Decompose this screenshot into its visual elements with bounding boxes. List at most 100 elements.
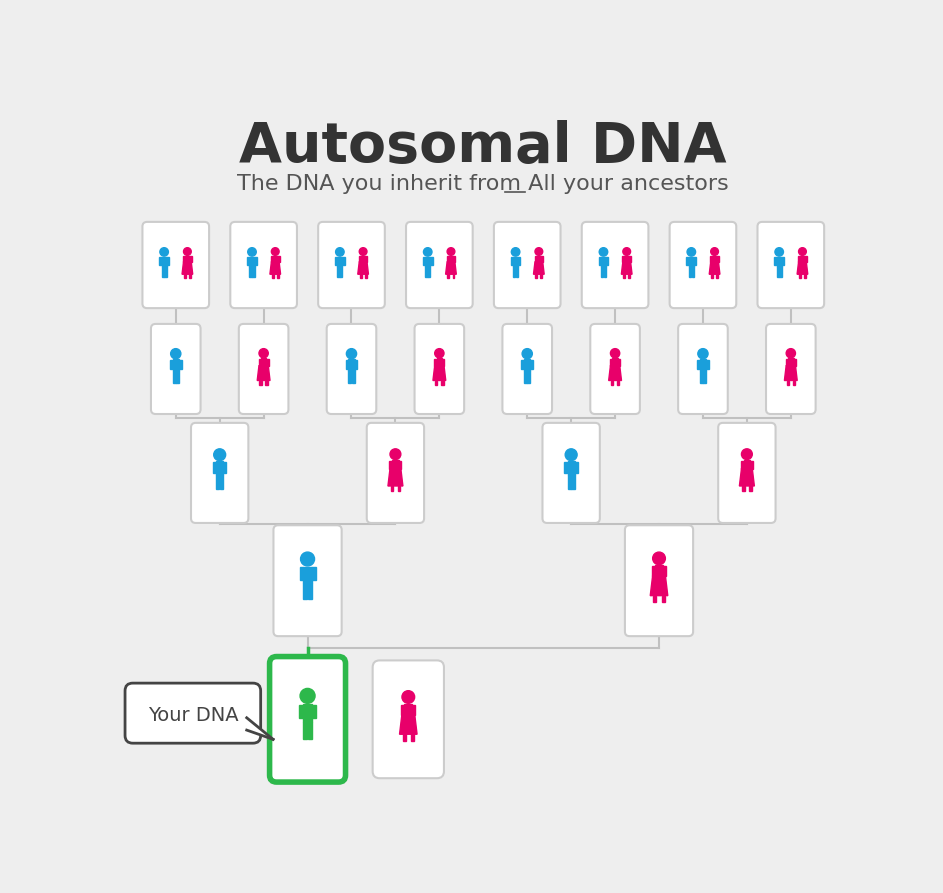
- Bar: [277, 274, 279, 278]
- FancyBboxPatch shape: [270, 656, 345, 782]
- Bar: [365, 274, 367, 278]
- Bar: [777, 256, 782, 266]
- FancyBboxPatch shape: [230, 221, 297, 308]
- Bar: [782, 257, 784, 264]
- Circle shape: [301, 552, 315, 566]
- Bar: [304, 583, 307, 599]
- Bar: [359, 256, 361, 263]
- Bar: [258, 359, 261, 366]
- Bar: [447, 256, 449, 263]
- Bar: [687, 257, 688, 264]
- Circle shape: [741, 449, 753, 460]
- Bar: [774, 257, 777, 264]
- Bar: [700, 359, 706, 371]
- Bar: [716, 274, 718, 278]
- Bar: [442, 359, 444, 366]
- Bar: [247, 257, 250, 264]
- FancyBboxPatch shape: [125, 683, 260, 743]
- Circle shape: [214, 449, 225, 461]
- Text: The DNA you inherit from All your ancestors: The DNA you inherit from All your ancest…: [237, 174, 729, 194]
- Circle shape: [435, 348, 444, 358]
- Circle shape: [599, 247, 607, 256]
- Bar: [425, 266, 427, 277]
- Polygon shape: [433, 366, 446, 380]
- Bar: [798, 256, 800, 263]
- Circle shape: [184, 247, 191, 255]
- Polygon shape: [797, 262, 808, 274]
- Bar: [706, 360, 709, 369]
- Circle shape: [775, 247, 784, 256]
- Bar: [398, 486, 401, 491]
- Circle shape: [248, 247, 256, 256]
- Bar: [299, 705, 303, 718]
- Circle shape: [447, 247, 455, 255]
- FancyBboxPatch shape: [503, 324, 552, 414]
- FancyBboxPatch shape: [494, 221, 560, 308]
- Bar: [312, 705, 316, 718]
- Bar: [183, 256, 185, 263]
- Bar: [349, 371, 351, 383]
- Bar: [425, 256, 430, 266]
- Bar: [220, 475, 223, 489]
- Bar: [568, 461, 574, 475]
- Bar: [259, 380, 262, 385]
- Polygon shape: [446, 262, 456, 274]
- Bar: [173, 359, 179, 371]
- Bar: [304, 566, 312, 583]
- Bar: [606, 257, 608, 264]
- Bar: [800, 255, 804, 262]
- Circle shape: [687, 247, 696, 256]
- Polygon shape: [534, 262, 544, 274]
- Bar: [434, 359, 437, 366]
- Bar: [213, 462, 216, 472]
- Bar: [622, 256, 624, 263]
- FancyBboxPatch shape: [757, 221, 824, 308]
- Bar: [338, 256, 342, 266]
- Bar: [349, 359, 355, 371]
- FancyBboxPatch shape: [625, 525, 693, 636]
- Polygon shape: [182, 262, 192, 274]
- Bar: [777, 266, 779, 277]
- Bar: [564, 462, 568, 472]
- FancyBboxPatch shape: [670, 221, 736, 308]
- Bar: [744, 460, 750, 469]
- Bar: [161, 266, 164, 277]
- Bar: [428, 266, 430, 277]
- Bar: [794, 359, 796, 366]
- Bar: [277, 256, 279, 263]
- Bar: [516, 266, 518, 277]
- Bar: [435, 380, 438, 385]
- FancyBboxPatch shape: [239, 324, 289, 414]
- Bar: [454, 256, 455, 263]
- Circle shape: [622, 247, 631, 255]
- Circle shape: [336, 247, 344, 256]
- Bar: [216, 461, 223, 475]
- Bar: [261, 358, 267, 366]
- Bar: [223, 462, 226, 472]
- Bar: [402, 705, 405, 714]
- Bar: [266, 380, 268, 385]
- FancyBboxPatch shape: [678, 324, 728, 414]
- Bar: [694, 257, 696, 264]
- FancyBboxPatch shape: [590, 324, 640, 414]
- FancyBboxPatch shape: [367, 423, 424, 523]
- Bar: [352, 371, 355, 383]
- Bar: [185, 255, 190, 262]
- Bar: [176, 371, 179, 383]
- Circle shape: [535, 247, 543, 255]
- Bar: [601, 256, 606, 266]
- FancyBboxPatch shape: [542, 423, 600, 523]
- Bar: [303, 722, 307, 739]
- Circle shape: [160, 247, 169, 256]
- Bar: [303, 704, 312, 722]
- Bar: [308, 722, 312, 739]
- Bar: [604, 266, 606, 277]
- Bar: [399, 461, 402, 470]
- Bar: [411, 734, 414, 740]
- FancyBboxPatch shape: [406, 221, 472, 308]
- Bar: [568, 475, 571, 489]
- Polygon shape: [388, 469, 403, 486]
- Bar: [342, 257, 345, 264]
- Polygon shape: [651, 575, 668, 596]
- Bar: [786, 380, 789, 385]
